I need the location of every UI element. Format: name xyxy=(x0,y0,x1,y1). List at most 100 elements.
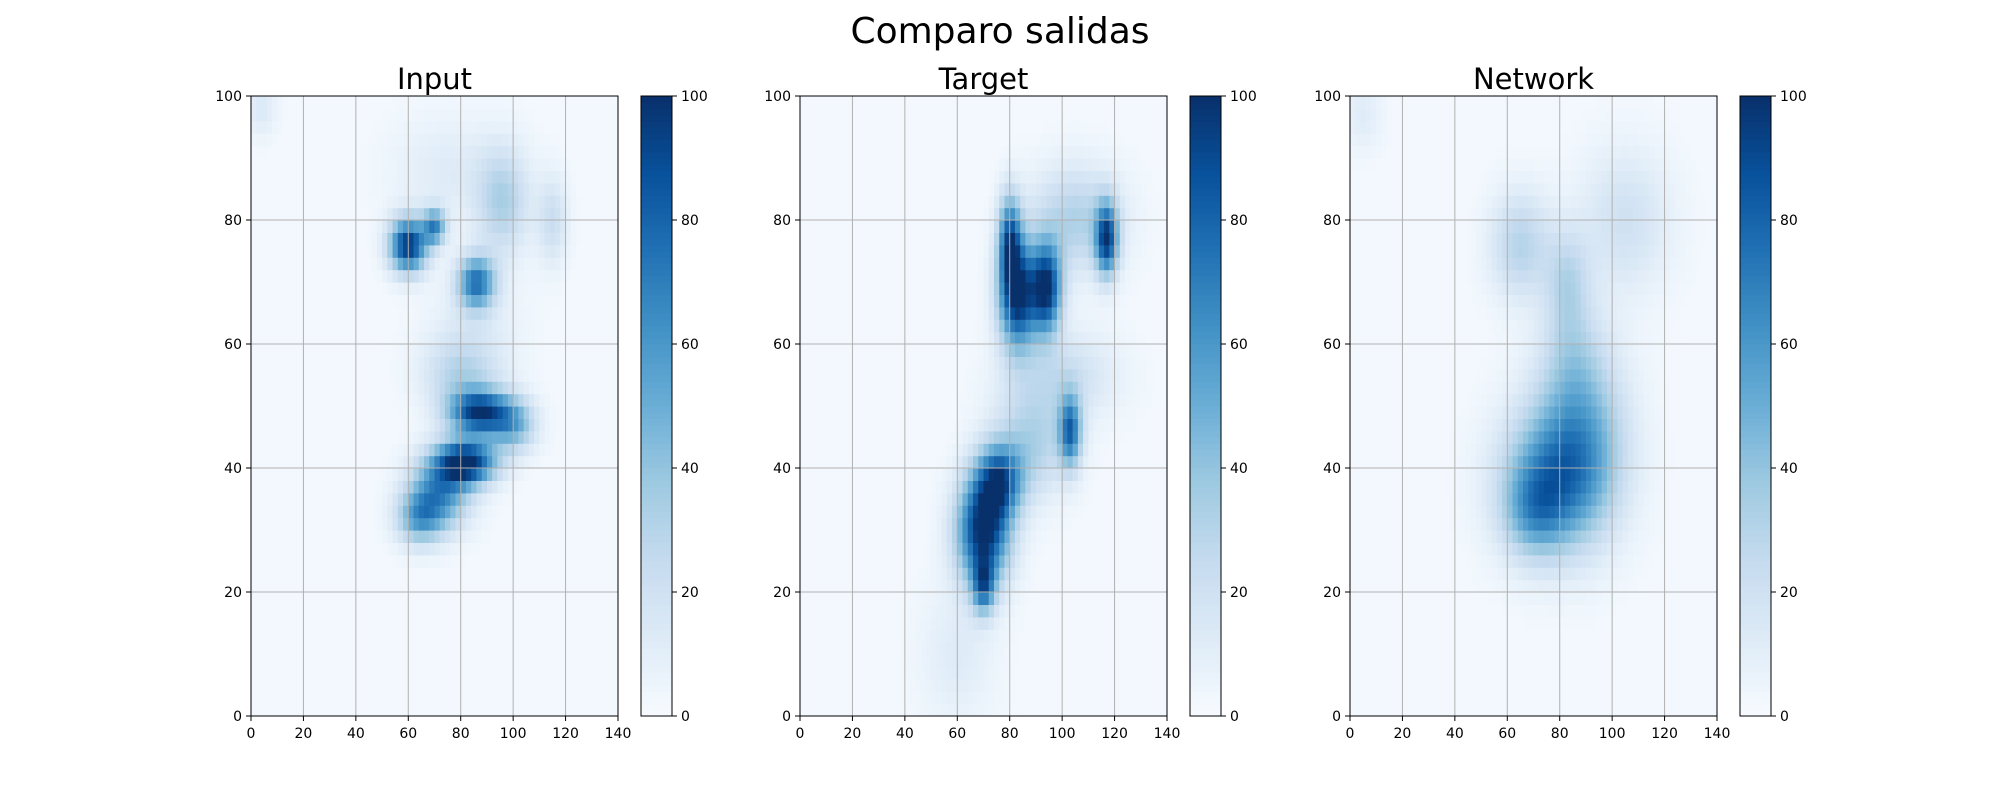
heatmap-cell xyxy=(403,120,409,134)
heatmap-cell xyxy=(424,641,430,655)
heatmap-cell xyxy=(915,480,922,494)
heatmap-cell xyxy=(476,368,483,382)
heatmap-cell xyxy=(366,244,373,258)
heatmap-cell xyxy=(539,207,546,221)
heatmap-cell xyxy=(376,306,383,320)
heatmap-cell xyxy=(539,592,546,605)
heatmap-cell xyxy=(418,666,425,680)
heatmap-cell xyxy=(899,430,906,444)
heatmap-cell xyxy=(282,133,289,147)
heatmap-cell xyxy=(539,282,546,295)
heatmap-cell xyxy=(878,406,885,419)
heatmap-cell xyxy=(831,158,838,171)
heatmap-cell xyxy=(355,381,362,395)
heatmap-cell xyxy=(413,306,420,320)
heatmap-cell xyxy=(857,158,864,171)
heatmap-cell xyxy=(586,480,593,494)
heatmap-cell xyxy=(513,542,519,556)
heatmap-cell xyxy=(539,703,546,717)
heatmap-cell xyxy=(355,133,362,147)
heatmap-cell xyxy=(612,244,619,258)
heatmap-cell xyxy=(292,641,299,655)
heatmap-cell xyxy=(560,170,567,184)
heatmap-cell xyxy=(857,418,864,432)
heatmap-cell xyxy=(361,492,367,506)
heatmap-cell xyxy=(444,244,451,258)
heatmap-cell xyxy=(826,505,833,519)
heatmap-cell xyxy=(841,381,848,395)
heatmap-cell xyxy=(271,530,278,543)
heatmap-cell xyxy=(345,368,352,382)
heatmap-cell xyxy=(815,319,822,333)
heatmap-cell xyxy=(544,294,551,308)
heatmap-cell xyxy=(602,207,609,221)
heatmap-cell xyxy=(376,133,383,147)
heatmap-cell xyxy=(502,530,509,543)
heatmap-cell xyxy=(878,666,885,680)
heatmap-cell xyxy=(261,381,268,395)
heatmap-cell xyxy=(387,356,394,370)
heatmap-cell xyxy=(534,133,540,147)
heatmap-cell xyxy=(303,331,310,345)
heatmap-cell xyxy=(534,418,540,432)
heatmap-cell xyxy=(591,406,598,419)
heatmap-cell xyxy=(581,554,588,568)
heatmap-cell xyxy=(277,96,284,109)
heatmap-cell xyxy=(413,344,420,357)
heatmap-cell xyxy=(549,468,556,481)
heatmap-cell xyxy=(324,542,331,556)
heatmap-cell xyxy=(910,344,916,357)
heatmap-cell xyxy=(899,554,906,568)
heatmap-cell xyxy=(852,158,859,171)
heatmap-cell xyxy=(920,344,927,357)
heatmap-cell xyxy=(612,592,619,605)
heatmap-cell xyxy=(560,530,567,543)
heatmap-cell xyxy=(836,257,843,271)
heatmap-cell xyxy=(549,480,556,494)
heatmap-cell xyxy=(418,232,425,246)
heatmap-cell xyxy=(591,443,598,457)
heatmap-cell xyxy=(523,244,530,258)
heatmap-cell xyxy=(465,182,472,196)
heatmap-cell xyxy=(329,554,336,568)
heatmap-cell xyxy=(413,554,420,568)
heatmap-cell xyxy=(815,604,822,618)
heatmap-cell xyxy=(576,182,582,196)
heatmap-cell xyxy=(492,96,499,109)
heatmap-cell xyxy=(889,567,895,581)
heatmap-cell xyxy=(544,368,551,382)
heatmap-cell xyxy=(313,517,320,531)
heatmap-cell xyxy=(591,666,598,680)
heatmap-cell xyxy=(555,331,561,345)
heatmap-cell xyxy=(544,232,551,246)
heatmap-cell xyxy=(936,703,943,717)
heatmap-cell xyxy=(555,294,561,308)
heatmap-cell xyxy=(355,629,362,643)
heatmap-cell xyxy=(513,96,519,109)
heatmap-cell xyxy=(800,344,806,357)
heatmap-cell xyxy=(481,195,488,209)
heatmap-cell xyxy=(513,331,519,345)
heatmap-cell xyxy=(266,393,273,407)
heatmap-cell xyxy=(836,195,843,209)
heatmap-cell xyxy=(382,530,388,543)
heatmap-cell xyxy=(319,592,325,605)
heatmap-cell xyxy=(889,145,895,159)
heatmap-cell xyxy=(586,530,593,543)
heatmap-cell xyxy=(800,294,806,308)
heatmap-cell xyxy=(836,654,843,667)
heatmap-cell xyxy=(355,505,362,519)
heatmap-cell xyxy=(894,282,901,295)
heatmap-cell xyxy=(847,393,854,407)
heatmap-cell xyxy=(382,703,388,717)
heatmap-cell xyxy=(904,567,911,581)
heatmap-cell xyxy=(413,257,420,271)
heatmap-cell xyxy=(560,207,567,221)
heatmap-cell xyxy=(936,604,943,618)
heatmap-cell xyxy=(497,133,504,147)
heatmap-cell xyxy=(597,480,603,494)
heatmap-cell xyxy=(836,505,843,519)
heatmap-cell xyxy=(329,641,336,655)
heatmap-cell xyxy=(434,133,441,147)
heatmap-cell xyxy=(873,108,880,122)
